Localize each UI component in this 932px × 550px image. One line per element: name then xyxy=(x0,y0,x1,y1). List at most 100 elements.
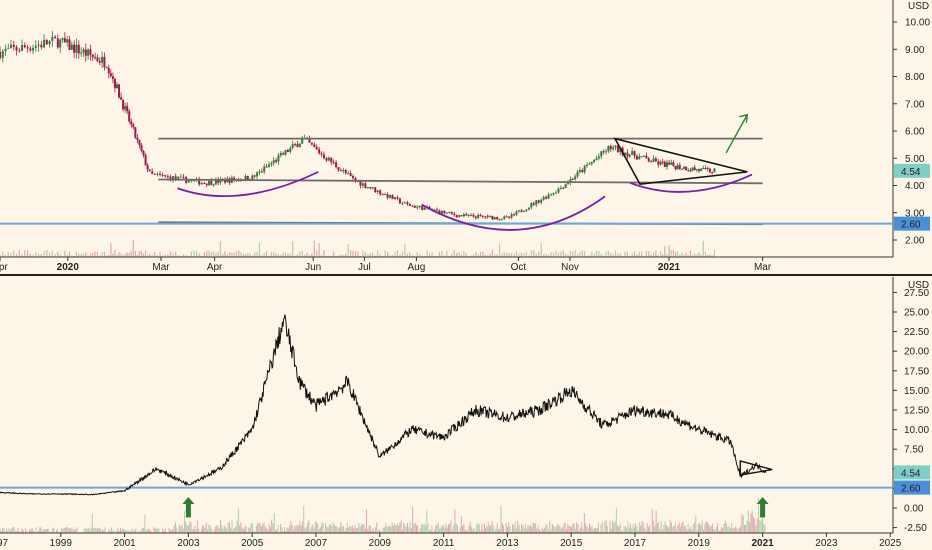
candle-body xyxy=(574,176,577,180)
volume-bar xyxy=(506,252,508,257)
bottom-volume-bar xyxy=(323,531,325,533)
volume-bar xyxy=(424,255,426,257)
bottom-volume-bar xyxy=(319,527,321,533)
bottom-volume-bar xyxy=(46,528,48,533)
volume-bar xyxy=(226,254,228,257)
volume-bar xyxy=(294,255,296,257)
volume-bar xyxy=(240,252,242,257)
top-y-tick-label: 4.00 xyxy=(905,181,925,192)
top-y-tick-label: 5.00 xyxy=(905,154,925,165)
bottom-volume-bar xyxy=(181,525,183,533)
volume-bar xyxy=(707,255,709,257)
volume-bar xyxy=(296,254,299,257)
bottom-volume-bar xyxy=(126,530,128,533)
bottom-volume-bar xyxy=(474,531,476,533)
candle-body xyxy=(612,147,615,150)
bottom-volume-bar xyxy=(489,525,491,533)
bottom-volume-bar xyxy=(669,519,671,533)
candle-body xyxy=(609,145,612,150)
bottom-x-tick-label: 2023 xyxy=(815,538,838,549)
bottom-volume-bar xyxy=(177,531,179,533)
bottom-volume-bar xyxy=(70,529,72,533)
bottom-volume-bar xyxy=(745,524,747,533)
bottom-volume-bar xyxy=(148,528,150,533)
volume-bar xyxy=(662,254,664,257)
bottom-volume-bar xyxy=(577,524,579,533)
bottom-x-tick-label: 2017 xyxy=(624,538,647,549)
volume-bar xyxy=(650,254,652,257)
candle-body xyxy=(208,180,211,186)
volume-bar xyxy=(328,255,330,257)
candle-body xyxy=(616,145,619,153)
bottom-volume-bar xyxy=(538,529,540,533)
volume-bar xyxy=(359,255,362,257)
bottom-volume-bar xyxy=(58,532,60,533)
bottom-volume-bar xyxy=(626,528,628,533)
bottom-y-tick-label: 12.50 xyxy=(904,406,929,417)
top-y-tick-label: 8.00 xyxy=(905,72,925,83)
volume-bar xyxy=(24,250,26,257)
volume-bar xyxy=(270,251,272,257)
bottom-volume-bar xyxy=(207,529,209,533)
bottom-volume-bar xyxy=(628,527,630,533)
bottom-volume-bar xyxy=(289,525,291,533)
volume-bar xyxy=(446,250,448,257)
bottom-volume-bar xyxy=(703,529,705,533)
volume-bar xyxy=(275,253,277,257)
volume-bar xyxy=(201,255,203,257)
bottom-volume-bar xyxy=(204,527,206,533)
volume-bar xyxy=(419,253,421,257)
volume-bar xyxy=(128,252,130,257)
candle-body xyxy=(522,211,525,213)
volume-bar xyxy=(26,250,29,257)
bottom-volume-bar xyxy=(337,529,339,533)
bottom-volume-bar xyxy=(582,528,584,533)
bottom-volume-bar xyxy=(191,529,193,533)
bottom-volume-bar xyxy=(32,530,34,533)
bottom-volume-bar xyxy=(217,525,219,533)
bottom-volume-bar xyxy=(353,528,355,533)
volume-bar xyxy=(631,253,633,257)
bottom-volume-bar xyxy=(305,526,307,533)
volume-bar xyxy=(399,254,401,257)
bottom-x-tick-label: 2011 xyxy=(433,538,455,549)
bottom-volume-bar xyxy=(604,521,606,533)
candle-body xyxy=(144,155,147,166)
bottom-volume-bar xyxy=(17,528,19,533)
candle-body xyxy=(156,173,159,175)
bottom-currency-label: USD xyxy=(908,280,929,291)
candle-body xyxy=(279,153,282,156)
volume-bar xyxy=(167,254,169,257)
bottom-volume-bar xyxy=(415,524,417,533)
bottom-volume-bar xyxy=(709,526,711,533)
bottom-volume-bar xyxy=(26,531,28,533)
volume-bar xyxy=(318,243,320,257)
volume-bar xyxy=(535,253,537,257)
bottom-volume-bar xyxy=(667,526,669,533)
candle-body xyxy=(161,174,164,176)
bottom-volume-bar xyxy=(85,528,87,533)
candle-body xyxy=(416,206,419,208)
candle-body xyxy=(474,216,477,219)
bottom-volume-bar xyxy=(510,532,512,533)
volume-bar xyxy=(282,252,284,257)
bottom-volume-bar xyxy=(746,520,748,533)
bottom-volume-bar xyxy=(222,528,224,533)
bottom-volume-bar xyxy=(723,523,725,533)
volume-bar xyxy=(364,251,366,257)
volume-bar xyxy=(172,252,174,257)
bottom-volume-bar xyxy=(663,525,665,533)
bottom-volume-bar xyxy=(531,526,533,533)
volume-bar xyxy=(51,250,53,257)
candle-body xyxy=(683,166,686,169)
bottom-volume-bar xyxy=(549,521,551,533)
volume-bar xyxy=(687,254,689,257)
volume-bar xyxy=(213,251,215,257)
top-y-tick-label: 9.00 xyxy=(905,45,925,56)
volume-bar xyxy=(182,254,185,257)
bottom-volume-bar xyxy=(149,529,151,533)
bottom-volume-bar xyxy=(692,524,694,533)
candle-body xyxy=(680,168,683,170)
candle-body xyxy=(605,151,608,153)
candle-body xyxy=(421,205,424,210)
